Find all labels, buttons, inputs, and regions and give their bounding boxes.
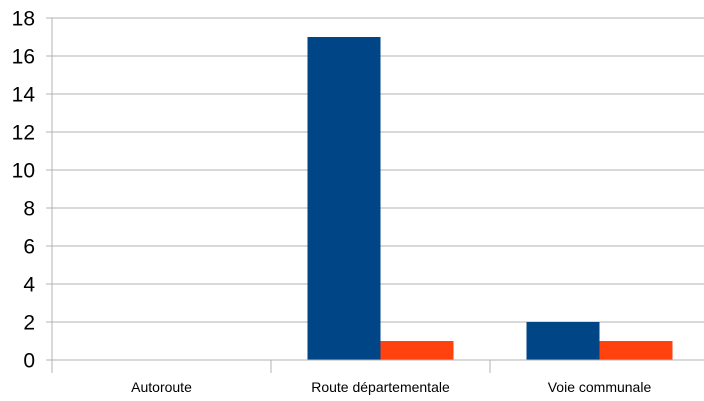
y-tick-labels: 0 2 4 6 8 10 12 14 16 18 <box>12 8 36 373</box>
y-tick-label: 4 <box>23 274 35 297</box>
y-tick-label: 12 <box>12 122 35 145</box>
y-tick-label: 10 <box>12 160 35 183</box>
bar <box>307 37 381 360</box>
bar <box>380 341 454 360</box>
y-tick-label: 8 <box>23 198 35 221</box>
x-tick-labels: Autoroute Route départementale Voie commun… <box>131 379 651 395</box>
x-tick-label: Route départementale <box>311 379 450 395</box>
y-tick-label: 6 <box>23 236 35 259</box>
bar <box>526 322 600 360</box>
x-tick-label: Autoroute <box>131 379 192 395</box>
y-tick-label: 16 <box>12 46 35 69</box>
axes <box>46 17 704 373</box>
y-tick-label: 14 <box>12 84 36 107</box>
y-tick-label: 0 <box>23 350 35 373</box>
bars <box>307 37 673 360</box>
y-tick-label: 2 <box>23 312 35 335</box>
y-tick-label: 18 <box>12 8 35 31</box>
bar <box>599 341 673 360</box>
x-tick-label: Voie communale <box>548 379 652 395</box>
